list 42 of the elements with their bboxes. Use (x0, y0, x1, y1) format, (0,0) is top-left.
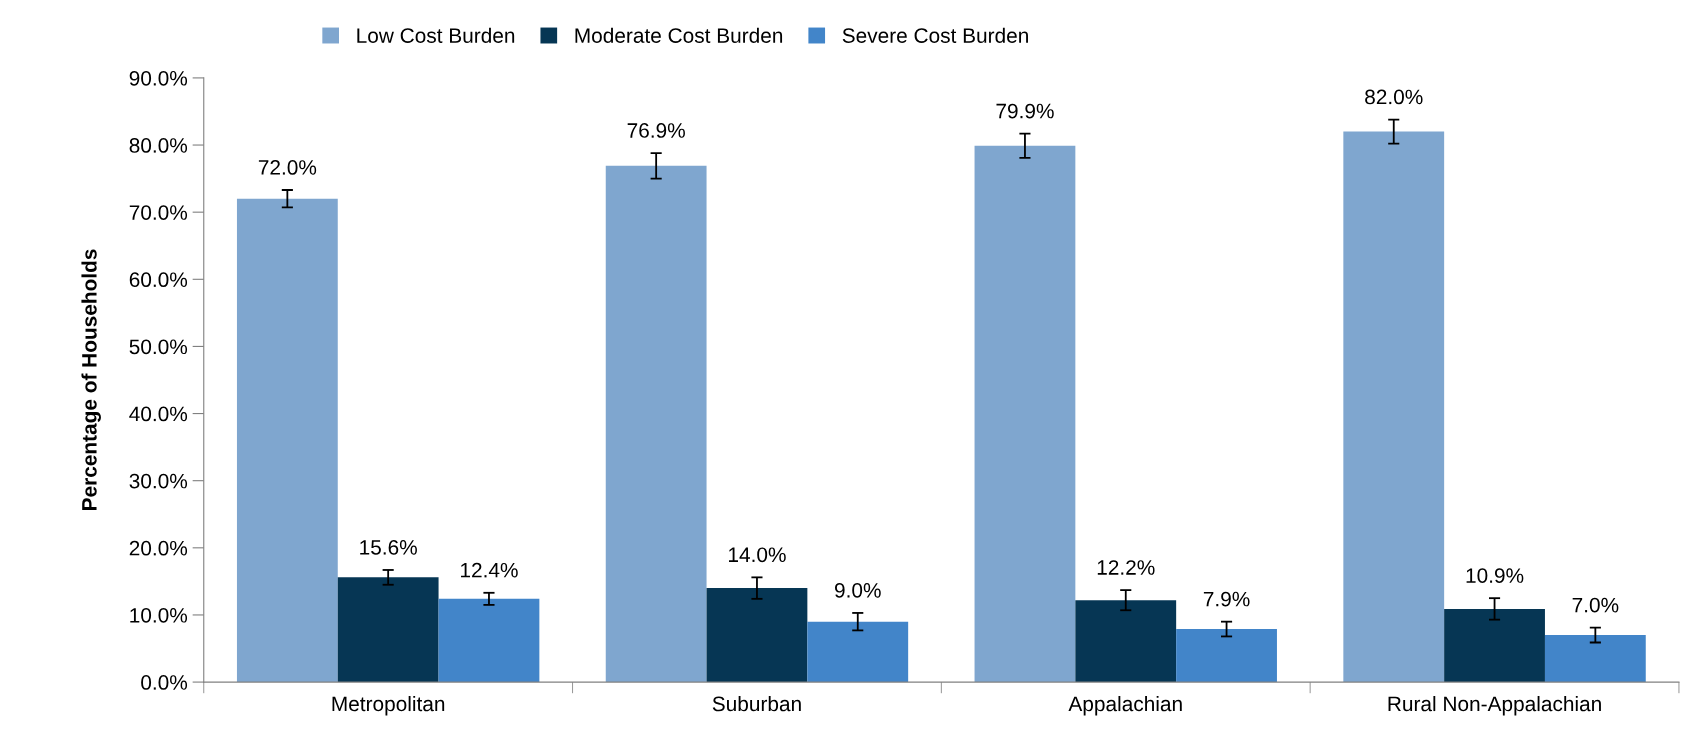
y-tick-label: 10.0% (130, 607, 188, 623)
y-tick-label: 90.0% (129, 70, 188, 86)
y-tick-label: 80.0% (129, 138, 188, 153)
x-tick-label: Suburban (712, 695, 801, 712)
y-tick-label: 50.0% (129, 339, 188, 355)
y-tick-label: 60.0% (129, 272, 188, 288)
legend-label: Moderate Cost Burden (575, 27, 783, 43)
y-tick-label: 0.0% (141, 675, 188, 690)
text: 7.9% (1203, 591, 1250, 607)
bar (807, 621, 909, 683)
text: 9.0% (835, 582, 881, 598)
bar (706, 588, 808, 683)
bar (438, 598, 540, 683)
y-tick-label: 40.0% (129, 406, 188, 422)
text: 14.0% (729, 547, 786, 563)
x-tick-label: Appalachian (1068, 695, 1182, 716)
bar (1343, 131, 1445, 683)
bar (236, 198, 338, 683)
bar (1444, 608, 1545, 683)
y-axis-title: Percentage of Households (81, 249, 101, 510)
x-tick-label: Rural Non-Appalachian (1388, 695, 1601, 716)
legend-label: Severe Cost Burden (842, 27, 1028, 43)
bar (337, 577, 439, 683)
text: 10.9% (1466, 568, 1524, 583)
y-tick-label: 20.0% (129, 540, 188, 556)
y-tick-label: 70.0% (129, 205, 188, 220)
bar (1075, 600, 1177, 683)
text: 12.2% (1097, 560, 1155, 575)
text: 79.9% (996, 103, 1054, 119)
text: 76.9% (627, 123, 685, 138)
bar (605, 165, 707, 683)
bar (1544, 635, 1646, 683)
x-tick-label: Metropolitan (332, 695, 445, 716)
legend-label: Low Cost Burden (357, 27, 515, 43)
text: 15.6% (360, 539, 417, 555)
text: 72.0% (258, 160, 317, 175)
bar (974, 145, 1076, 683)
text: 82.0% (1365, 89, 1423, 105)
text: 12.4% (461, 562, 518, 578)
y-tick-label: 30.0% (129, 473, 188, 489)
bar (1176, 629, 1277, 683)
text: 7.0% (1572, 597, 1619, 613)
